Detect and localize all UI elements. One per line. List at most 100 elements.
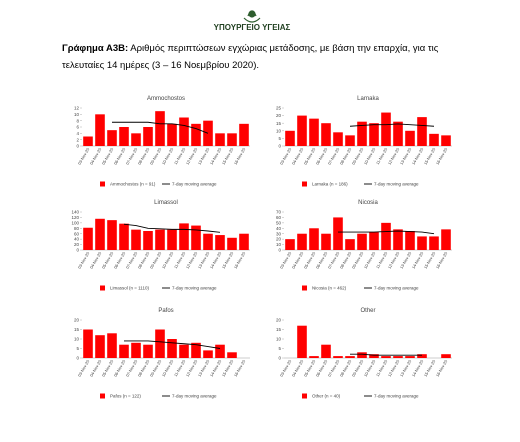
bar — [227, 133, 237, 146]
bar — [345, 135, 355, 146]
bar — [333, 217, 343, 250]
bar — [429, 133, 439, 146]
bar — [393, 121, 403, 146]
bar — [167, 339, 177, 358]
y-tick-label: 12 — [74, 106, 80, 111]
emblem — [243, 10, 261, 23]
bar — [131, 133, 141, 146]
bar — [191, 225, 201, 250]
moving-average-line — [124, 340, 221, 349]
chart-title: Larnaka — [357, 96, 379, 102]
bar — [143, 231, 153, 250]
bar — [83, 329, 93, 358]
chart-title: Nicosia — [358, 200, 378, 206]
chart: Pafos0510152003-Nov-2004-Nov-2005-Nov-20… — [74, 308, 250, 399]
bar — [285, 130, 295, 146]
bar — [179, 344, 189, 358]
bar — [321, 123, 331, 146]
chart: Nicosia01020304050607003-Nov-2004-Nov-20… — [276, 200, 452, 291]
moving-average-line — [349, 123, 435, 127]
bar — [107, 130, 117, 146]
bar — [417, 117, 427, 146]
x-tick-label: 16-Nov-20 — [435, 250, 449, 269]
legend-label: 7-day moving average — [374, 182, 419, 187]
legend-swatch — [302, 285, 307, 291]
bar — [345, 356, 355, 358]
y-tick-label: 20 — [74, 318, 80, 323]
bar — [191, 342, 201, 358]
y-tick-label: 10 — [276, 337, 282, 342]
bar — [95, 218, 105, 250]
bar — [309, 356, 319, 358]
legend-label: Limassol (n = 1110) — [110, 286, 149, 291]
bar — [119, 127, 129, 146]
bar — [369, 354, 379, 358]
bar — [333, 356, 343, 358]
y-tick-label: 20 — [74, 242, 80, 247]
y-tick-label: 10 — [74, 337, 80, 342]
legend-swatch — [100, 393, 105, 399]
legend-label: Ammochostos (n = 91) — [110, 182, 156, 187]
bar — [215, 344, 225, 358]
bar — [119, 344, 129, 358]
bar — [441, 354, 451, 358]
bar — [297, 115, 307, 146]
bar — [131, 229, 141, 250]
bar — [167, 229, 177, 250]
bar — [429, 236, 439, 250]
bar — [215, 133, 225, 146]
bar — [107, 333, 117, 358]
legend-label: Other (n = 40) — [312, 394, 341, 399]
moving-average-line — [112, 121, 209, 134]
bar — [143, 344, 153, 358]
legend-swatch — [302, 181, 307, 187]
caption-text: Αριθμός περιπτώσεων εγχώριας μετάδοσης, … — [62, 43, 439, 71]
y-tick-label: 5 — [76, 346, 79, 351]
bar — [155, 329, 165, 358]
x-tick-label: 16-Nov-20 — [233, 250, 247, 269]
bar — [441, 229, 451, 250]
bar — [345, 239, 355, 250]
y-tick-label: 0 — [76, 144, 79, 149]
bar — [215, 235, 225, 250]
bar — [191, 123, 201, 146]
bar — [155, 229, 165, 250]
bar — [381, 222, 391, 250]
chart: Ammochostos02468101203-Nov-2004-Nov-2005… — [74, 96, 250, 187]
y-tick-label: 0 — [76, 248, 79, 253]
y-tick-label: 80 — [74, 226, 80, 231]
y-tick-label: 15 — [74, 327, 80, 332]
moving-average-line — [338, 230, 435, 235]
charts: Ammochostos02468101203-Nov-2004-Nov-2005… — [71, 96, 452, 399]
caption-label: Γράφημα Α3Β: — [62, 43, 129, 54]
moving-average-line — [350, 353, 422, 356]
bar — [203, 350, 213, 358]
bar — [239, 123, 249, 146]
chart: Other0510152003-Nov-2004-Nov-2005-Nov-20… — [276, 308, 452, 399]
bar — [381, 356, 391, 358]
bar — [369, 232, 379, 250]
y-tick-label: 120 — [71, 215, 79, 220]
x-tick-label: 16-Nov-20 — [233, 358, 247, 377]
bar — [131, 342, 141, 358]
y-tick-label: 60 — [74, 231, 80, 236]
x-tick-label: 16-Nov-20 — [435, 358, 449, 377]
y-tick-label: 30 — [276, 231, 282, 236]
y-tick-label: 60 — [276, 215, 282, 220]
y-tick-label: 20 — [276, 113, 282, 118]
chart-title: Limassol — [154, 200, 178, 206]
bar — [179, 117, 189, 146]
bar — [119, 223, 129, 250]
y-tick-label: 70 — [276, 210, 282, 215]
bar — [309, 118, 319, 146]
legend-label: Nicosia (n = 462) — [312, 286, 347, 291]
bar — [83, 136, 93, 146]
y-tick-label: 10 — [276, 242, 282, 247]
bar — [381, 112, 391, 146]
legend-label: Larnaka (n = 186) — [312, 182, 348, 187]
bar — [393, 229, 403, 250]
y-tick-label: 5 — [278, 346, 281, 351]
x-tick-label: 16-Nov-20 — [435, 146, 449, 165]
bar — [239, 233, 249, 250]
